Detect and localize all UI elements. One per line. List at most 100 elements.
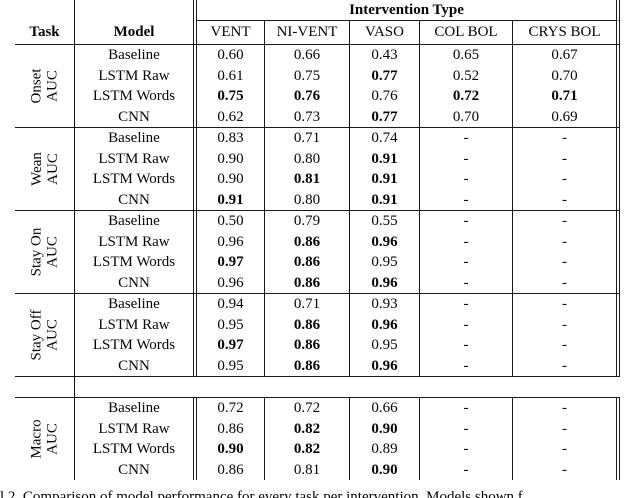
auc-value-cell: 0.50 xyxy=(197,211,265,232)
task-metric: AUC xyxy=(44,236,61,268)
auc-value-cell: 0.89 xyxy=(350,439,420,460)
auc-value-cell: - xyxy=(420,294,513,315)
auc-value-cell: 0.94 xyxy=(197,294,265,315)
auc-value-cell: 0.82 xyxy=(265,439,350,460)
auc-value-cell: 0.86 xyxy=(265,231,350,252)
model-name-cell: LSTM Words xyxy=(75,86,197,107)
col-header-vaso: VASO xyxy=(350,21,420,44)
auc-value-cell: 0.96 xyxy=(350,314,420,335)
auc-value-cell: 0.95 xyxy=(197,355,265,376)
auc-value-cell: 0.80 xyxy=(265,189,350,210)
model-column-header: Model xyxy=(75,21,197,44)
task-metric: AUC xyxy=(44,70,61,102)
auc-value-cell: 0.73 xyxy=(265,106,350,127)
auc-value-cell: - xyxy=(513,148,620,169)
col-header-ni-vent: NI-VENT xyxy=(265,21,350,44)
rotated-task-label: Macro AUC xyxy=(29,419,61,458)
auc-value-cell: - xyxy=(513,294,620,315)
auc-value-cell: 0.95 xyxy=(197,314,265,335)
task-block: Stay On AUC Baseline 0.50 0.79 0.55- - LSTM R… xyxy=(15,211,620,294)
auc-value-cell: 0.75 xyxy=(197,86,265,107)
auc-value-cell: 0.81 xyxy=(265,459,350,480)
model-name-cell: LSTM Words xyxy=(75,335,197,356)
auc-value-cell: - xyxy=(420,272,513,293)
auc-value-cell: 0.83 xyxy=(197,128,265,149)
task-label-cell: Wean AUC xyxy=(15,128,75,210)
rotated-task-label: Wean AUC xyxy=(29,152,61,186)
task-metric: AUC xyxy=(44,153,61,185)
task-label-cell: Macro AUC xyxy=(15,398,75,480)
auc-value-cell: 0.96 xyxy=(197,272,265,293)
auc-value-cell: 0.90 xyxy=(350,459,420,480)
task-label-cell: Stay Off AUC xyxy=(15,294,75,376)
auc-value-cell: 0.96 xyxy=(350,355,420,376)
auc-value-cell: 0.77 xyxy=(350,106,420,127)
task-block: Stay Off AUC Baseline 0.94 0.71 0.93- - LSTM … xyxy=(15,294,620,377)
auc-value-cell: 0.62 xyxy=(197,106,265,127)
header-row-intervention-type: Intervention Type xyxy=(15,0,620,21)
intervention-type-header: Intervention Type xyxy=(197,0,620,21)
rotated-task-label-wrapper: Onset AUC xyxy=(15,45,74,127)
rotated-task-label-wrapper: Stay Off AUC xyxy=(15,294,74,376)
model-name-cell: CNN xyxy=(75,106,197,127)
auc-value-cell: 0.97 xyxy=(197,252,265,273)
auc-value-cell: - xyxy=(420,439,513,460)
model-name-cell: Baseline xyxy=(75,45,197,66)
auc-value-cell: - xyxy=(420,128,513,149)
auc-value-cell: - xyxy=(420,252,513,273)
results-table: Intervention Type Task Model VENT NI-VEN… xyxy=(15,0,620,480)
auc-value-cell: 0.61 xyxy=(197,65,265,86)
auc-value-cell: - xyxy=(420,189,513,210)
task-metric: AUC xyxy=(44,319,61,351)
auc-value-cell: - xyxy=(420,148,513,169)
model-name-cell: LSTM Words xyxy=(75,252,197,273)
auc-value-cell: - xyxy=(513,189,620,210)
auc-value-cell: 0.86 xyxy=(197,418,265,439)
auc-value-cell: - xyxy=(420,335,513,356)
auc-value-cell: 0.96 xyxy=(197,231,265,252)
auc-value-cell: - xyxy=(420,231,513,252)
auc-value-cell: 0.79 xyxy=(265,211,350,232)
model-name-cell: LSTM Raw xyxy=(75,418,197,439)
auc-value-cell: 0.43 xyxy=(350,45,420,66)
auc-value-cell: 0.77 xyxy=(350,65,420,86)
col-header-col-bol: COL BOL xyxy=(420,21,513,44)
auc-value-cell: 0.91 xyxy=(350,169,420,190)
task-block: Onset AUC Baseline 0.60 0.66 0.43 0.65 0.67 LS… xyxy=(15,45,620,128)
auc-value-cell: 0.71 xyxy=(265,294,350,315)
auc-value-cell: - xyxy=(420,169,513,190)
auc-value-cell: 0.81 xyxy=(265,169,350,190)
task-name: Stay Off xyxy=(28,309,45,361)
auc-value-cell: - xyxy=(420,355,513,376)
auc-value-cell: - xyxy=(513,459,620,480)
auc-value-cell: 0.76 xyxy=(265,86,350,107)
main-task-blocks: Onset AUC Baseline 0.60 0.66 0.43 0.65 0.67 LS… xyxy=(15,45,620,377)
auc-value-cell: 0.66 xyxy=(265,45,350,66)
auc-value-cell: 0.97 xyxy=(197,335,265,356)
task-metric: AUC xyxy=(44,423,61,455)
auc-value-cell: 0.82 xyxy=(265,418,350,439)
auc-value-cell: - xyxy=(513,335,620,356)
col-header-crys-bol: CRYS BOL xyxy=(513,21,620,44)
model-name-cell: Baseline xyxy=(75,128,197,149)
rotated-task-label-wrapper: Stay On AUC xyxy=(15,211,74,293)
auc-value-cell: - xyxy=(513,169,620,190)
col-header-vent: VENT xyxy=(197,21,265,44)
auc-value-cell: 0.66 xyxy=(350,398,420,419)
auc-value-cell: 0.86 xyxy=(265,355,350,376)
auc-value-cell: 0.93 xyxy=(350,294,420,315)
rotated-task-label-wrapper: Macro AUC xyxy=(15,398,74,480)
auc-value-cell: - xyxy=(513,231,620,252)
auc-value-cell: - xyxy=(513,252,620,273)
auc-value-cell: 0.96 xyxy=(350,231,420,252)
auc-value-cell: - xyxy=(513,439,620,460)
model-name-cell: CNN xyxy=(75,189,197,210)
auc-value-cell: 0.90 xyxy=(197,169,265,190)
model-name-cell: LSTM Raw xyxy=(75,65,197,86)
auc-value-cell: 0.71 xyxy=(265,128,350,149)
header-task-spacer-cell xyxy=(15,0,75,21)
auc-value-cell: 0.86 xyxy=(197,459,265,480)
rotated-task-label-wrapper: Wean AUC xyxy=(15,128,74,210)
auc-value-cell: 0.86 xyxy=(265,335,350,356)
